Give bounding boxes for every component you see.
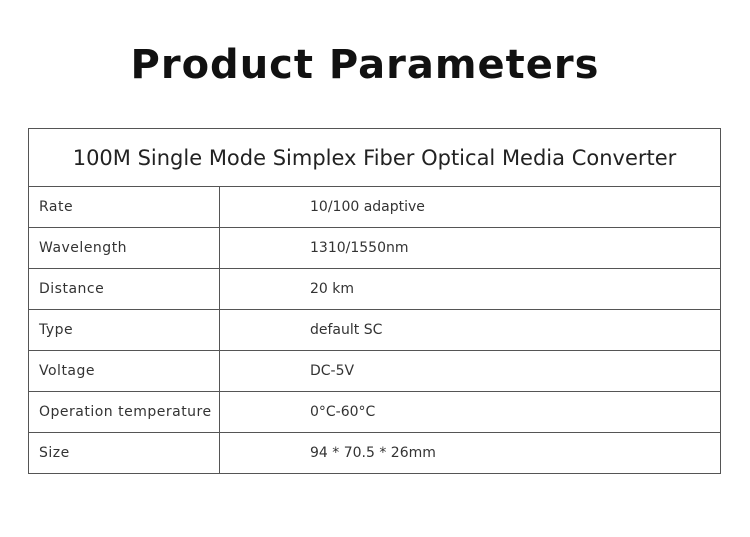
table-row: Operation temperature 0°C-60°C (28, 391, 721, 433)
parameter-value: default SC (219, 309, 721, 351)
table-row: Type default SC (28, 309, 721, 351)
table-body: 100M Single Mode Simplex Fiber Optical M… (28, 128, 721, 474)
table-row: Rate 10/100 adaptive (28, 186, 721, 228)
parameter-name: Operation temperature (28, 391, 220, 433)
parameter-name: Type (28, 309, 220, 351)
parameter-name: Distance (28, 268, 220, 310)
parameter-name: Wavelength (28, 227, 220, 269)
table-row: Voltage DC-5V (28, 350, 721, 392)
parameter-value: 0°C-60°C (219, 391, 721, 433)
parameter-value: 10/100 adaptive (219, 186, 721, 228)
table-row: Wavelength 1310/1550nm (28, 227, 721, 269)
parameter-name: Rate (28, 186, 220, 228)
parameter-value: 94 * 70.5 * 26mm (219, 432, 721, 474)
parameter-name: Voltage (28, 350, 220, 392)
parameter-value: DC-5V (219, 350, 721, 392)
table-row: Size 94 * 70.5 * 26mm (28, 432, 721, 474)
parameter-name: Size (28, 432, 220, 474)
table-caption: 100M Single Mode Simplex Fiber Optical M… (28, 128, 721, 187)
page-title: Product Parameters (130, 42, 600, 88)
parameter-table: 100M Single Mode Simplex Fiber Optical M… (28, 128, 721, 474)
parameter-value: 20 km (219, 268, 721, 310)
caption-row: 100M Single Mode Simplex Fiber Optical M… (28, 128, 721, 187)
parameter-value: 1310/1550nm (219, 227, 721, 269)
table-row: Distance 20 km (28, 268, 721, 310)
